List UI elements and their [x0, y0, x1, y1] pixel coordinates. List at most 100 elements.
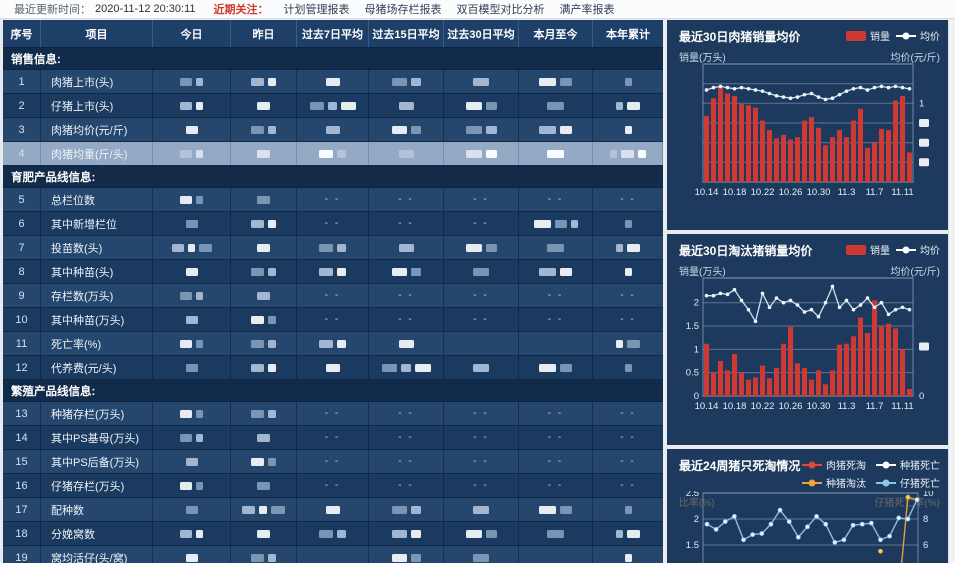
svg-text:2.5: 2.5 [686, 491, 699, 499]
redacted-value-block [391, 77, 407, 86]
redacted-value-block [485, 125, 497, 134]
svg-text:11.3: 11.3 [838, 401, 856, 412]
table-cell [519, 236, 593, 259]
table-cell [297, 356, 369, 379]
legend-item[interactable]: 种猪淘汰 [802, 475, 866, 490]
table-cell: - - [297, 450, 369, 473]
svg-text:11.7: 11.7 [866, 187, 884, 198]
scrollbar-track[interactable] [948, 0, 955, 563]
redacted-value-block [539, 505, 556, 514]
redacted-value-block [251, 125, 264, 134]
svg-text:10: 10 [923, 491, 934, 499]
table-row[interactable]: 7 投苗数(头) [3, 236, 663, 260]
no-data-dash: - - [324, 456, 341, 467]
row-label: 投苗数(头) [41, 236, 153, 259]
redacted-value-block [337, 149, 346, 158]
table-cell [369, 260, 444, 283]
svg-text:10.18: 10.18 [723, 401, 747, 412]
table-row[interactable]: 14 其中PS基母(万头) - - - - - - - - - - [3, 426, 663, 450]
table-cell [297, 142, 369, 165]
table-cell: - - [593, 426, 663, 449]
row-label: 其中种苗(万头) [41, 308, 153, 331]
legend-item[interactable]: 均价 [896, 28, 940, 43]
table-row[interactable]: 18 分娩窝数 [3, 522, 663, 546]
redacted-value-block [180, 77, 192, 86]
redacted-value-block [171, 243, 184, 252]
table-row[interactable]: 9 存栏数(万头) - - - - - - - - - - [3, 284, 663, 308]
y-axis-right-label: 均价(元/斤) [890, 53, 940, 64]
top-info-bar: 最近更新时间： 2020-11-12 20:30:11 近期关注： 计划管理报表… [0, 0, 955, 19]
table-row[interactable]: 3 肉猪均价(元/斤) [3, 118, 663, 142]
update-time-value: 2020-11-12 20:30:11 [95, 3, 196, 15]
row-number: 18 [3, 522, 41, 545]
redacted-value-block [398, 243, 414, 252]
legend-item[interactable]: 均价 [896, 242, 940, 257]
row-label: 种猪存栏(万头) [41, 402, 153, 425]
redacted-value-block [257, 195, 270, 204]
table-row[interactable]: 10 其中种苗(万头) - - - - - - - - - - [3, 308, 663, 332]
column-header: 本月至今 [519, 20, 593, 47]
table-cell [297, 236, 369, 259]
table-row[interactable]: 2 仔猪上市(头) [3, 94, 663, 118]
legend-item[interactable]: 肉猪死淘 [802, 457, 866, 472]
death-cull-24w-chart[interactable]: 2.5 2 1.5 10 8 6 [667, 491, 948, 563]
table-cell [519, 260, 593, 283]
table-cell [519, 70, 593, 93]
no-data-dash: - - [324, 290, 341, 301]
redacted-value-block [554, 219, 567, 228]
column-header: 过去7日平均 [297, 20, 369, 47]
redacted-value-block [391, 553, 407, 562]
table-cell [369, 236, 444, 259]
table-row[interactable]: 12 代养费(元/头) [3, 356, 663, 380]
table-row[interactable]: 15 其中PS后备(万头) - - - - - - - - - - [3, 450, 663, 474]
table-cell: - - [593, 450, 663, 473]
table-row[interactable]: 1 肉猪上市(头) [3, 70, 663, 94]
no-data-dash: - - [547, 432, 564, 443]
column-header: 本年累计 [606, 28, 650, 41]
no-data-dash: - - [620, 480, 636, 491]
redacted-value-block [180, 101, 192, 110]
table-row[interactable]: 6 其中新增栏位 - - - - - - [3, 212, 663, 236]
row-number: 16 [3, 474, 41, 497]
table-row[interactable]: 13 种猪存栏(万头) - - - - - - - - - - [3, 402, 663, 426]
table-row[interactable]: 19 窝均活仔(头/窝) [3, 546, 663, 563]
table-row[interactable]: 5 总栏位数 - - - - - - - - - - [3, 188, 663, 212]
redacted-value-block [465, 529, 482, 538]
column-header: 序号 [3, 20, 41, 47]
topbar-report-link-2[interactable]: 母猪场存栏报表 [364, 4, 442, 16]
pig-sales-price-chart[interactable]: 1 10.14 10.18 10.22 10.26 10.30 11.3 11.7 11.11 [667, 62, 948, 204]
table-row[interactable]: 16 仔猪存栏(万头) - - - - - - - - - - [3, 474, 663, 498]
legend-item[interactable]: 仔猪死亡 [876, 475, 940, 490]
row-number: 12 [3, 356, 41, 379]
topbar-report-link-1[interactable]: 计划管理报表 [283, 4, 350, 16]
redacted-value-block [560, 363, 572, 372]
table-row[interactable]: 8 其中种苗(头) [3, 260, 663, 284]
recent-focus-label: 近期关注： [213, 4, 269, 16]
redacted-value-block [196, 529, 203, 538]
legend-item[interactable]: 种猪死亡 [876, 457, 940, 472]
redacted-value-block [257, 101, 270, 110]
table-cell [519, 212, 593, 235]
redacted-value-block [251, 339, 264, 348]
topbar-report-link-3[interactable]: 双百模型对比分析 [456, 4, 545, 16]
table-cell [593, 498, 663, 521]
redacted-value-block [616, 101, 623, 110]
topbar-report-link-4[interactable]: 满产率报表 [559, 4, 615, 16]
table-row[interactable]: 17 配种数 [3, 498, 663, 522]
update-time-label: 最近更新时间： [14, 4, 91, 16]
row-label: 总栏位数 [41, 188, 153, 211]
table-row[interactable]: 11 死亡率(%) [3, 332, 663, 356]
legend-item[interactable]: 销量 [846, 242, 890, 257]
table-cell [231, 142, 297, 165]
table-row[interactable]: 4 肉猪均重(斤/头) [3, 142, 663, 166]
chart-panel-cull-pig-sales-price: 最近30日淘汰猪销量均价 销量 均价 销量(万头) 均价(元/斤) 0 0.5 1 1.… [667, 234, 948, 445]
legend-label: 均价 [920, 32, 940, 43]
no-data-dash: - - [620, 290, 636, 301]
legend-item[interactable]: 销量 [846, 28, 890, 43]
table-cell [153, 142, 231, 165]
kpi-table: 序号 项目 今日 昨日 过去7日平均 过去15日平均 过去30日平均 本月至今 本年累计 销售信息… [3, 20, 663, 563]
redacted-value-block [325, 125, 340, 134]
svg-text:10.26: 10.26 [779, 401, 803, 412]
redacted-value-block [465, 125, 482, 134]
